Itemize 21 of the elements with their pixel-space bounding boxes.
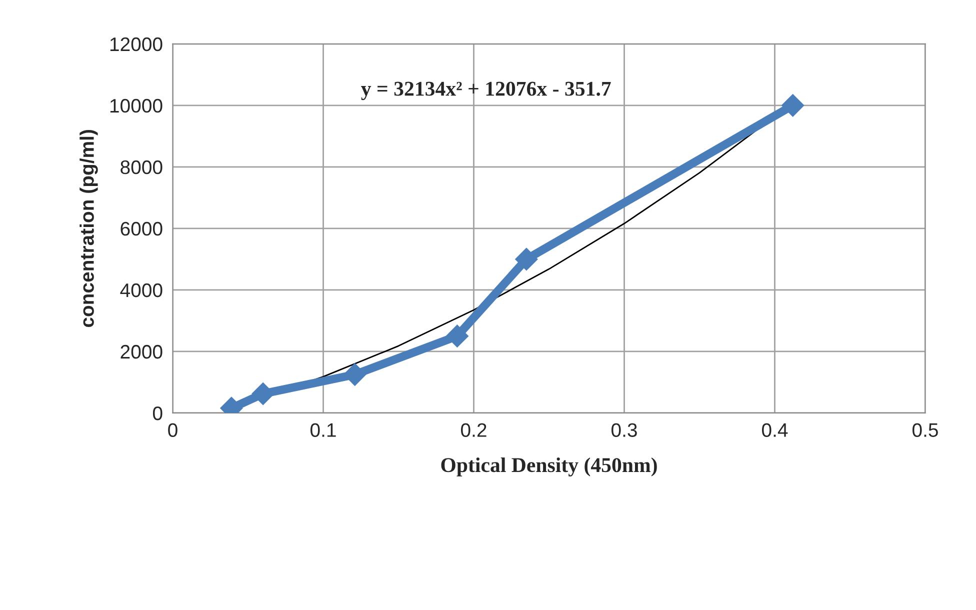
y-axis-title: concentration (pg/ml) [80, 130, 98, 328]
point [515, 248, 538, 271]
y-tick-label: 0 [152, 406, 162, 420]
y-tick-label: 10000 [110, 98, 162, 113]
y-tick-label: 6000 [120, 222, 162, 236]
point [344, 363, 366, 386]
x-tick-label: 0.5 [912, 423, 938, 437]
x-tick-label: 0.2 [460, 423, 486, 437]
y-tick-label: 12000 [110, 37, 162, 52]
x-tick-label: 0.4 [762, 423, 788, 437]
x-axis-title: Optical Density (450nm) [441, 457, 657, 476]
y-tick-label: 2000 [120, 344, 162, 359]
x-tick-label: 0.3 [611, 423, 637, 437]
annotation: y = 32134x² + 12076x - 351.7 [361, 82, 611, 100]
y-tick-label: 4000 [120, 283, 162, 298]
y-tick-label: 8000 [120, 160, 162, 174]
x-tick-label: 0 [168, 423, 178, 437]
x-tick-label: 0.1 [310, 423, 336, 437]
point [252, 382, 274, 406]
point [781, 94, 804, 117]
point [446, 324, 469, 348]
